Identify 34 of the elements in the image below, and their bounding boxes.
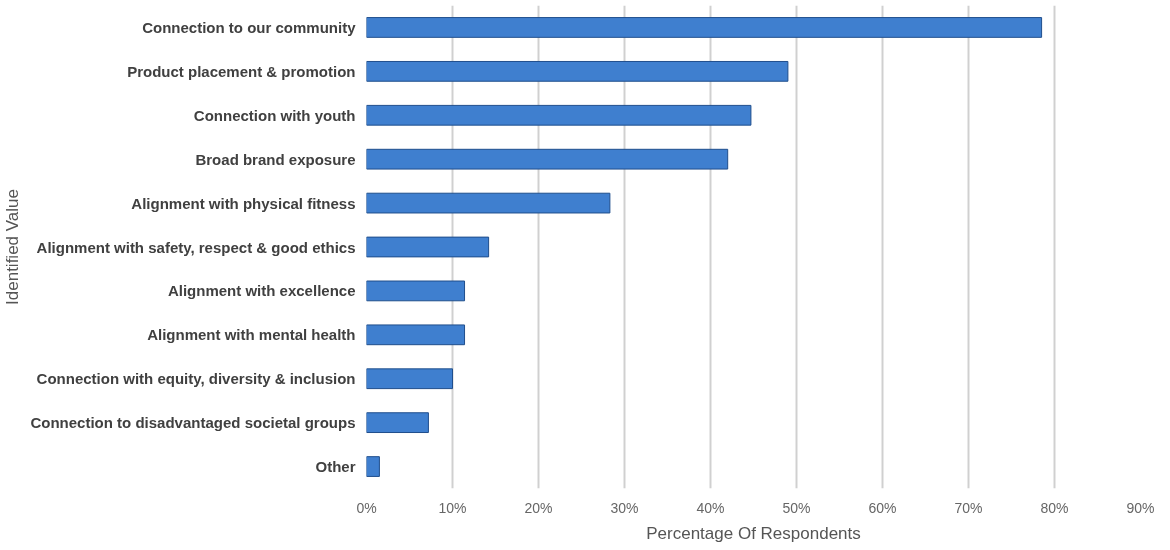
y-tick-label: Other: [315, 458, 356, 476]
y-tick-label: Connection with youth: [193, 106, 356, 124]
x-tick-label: 90%: [1126, 499, 1155, 516]
x-axis-title: Percentage Of Respondents: [646, 523, 861, 543]
x-tick-label: 0%: [356, 499, 377, 516]
x-tick-label: 60%: [868, 499, 897, 516]
bar: [366, 368, 453, 390]
bar: [366, 60, 789, 82]
bar: [366, 148, 729, 170]
bar: [366, 324, 466, 346]
bar: [366, 280, 466, 302]
y-tick-label: Alignment with mental health: [147, 326, 356, 344]
y-tick-label: Connection with equity, diversity & inclusion: [36, 370, 356, 388]
x-tick-label: 80%: [1040, 499, 1069, 516]
x-tick-label: 40%: [696, 499, 725, 516]
bar: [366, 104, 752, 126]
y-tick-label: Alignment with physical fitness: [131, 194, 356, 212]
bar: [366, 412, 429, 434]
bar: [366, 236, 490, 258]
y-tick-label: Product placement & promotion: [127, 62, 356, 80]
x-tick-label: 30%: [610, 499, 639, 516]
y-tick-label: Broad brand exposure: [195, 150, 356, 168]
x-tick-label: 70%: [954, 499, 983, 516]
y-tick-label: Connection to disadvantaged societal groups: [30, 414, 356, 432]
bar: [366, 17, 1043, 38]
bar: [366, 456, 380, 477]
x-tick-label: 10%: [438, 499, 467, 516]
y-axis-title: Identified Value: [3, 189, 23, 305]
y-tick-label: Alignment with safety, respect & good ethics: [36, 238, 356, 256]
y-tick-label: Alignment with excellence: [167, 282, 356, 300]
y-tick-label: Connection to our community: [142, 18, 357, 36]
x-tick-label: 20%: [524, 499, 553, 516]
bar: [366, 192, 611, 214]
x-tick-label: 50%: [782, 499, 811, 516]
